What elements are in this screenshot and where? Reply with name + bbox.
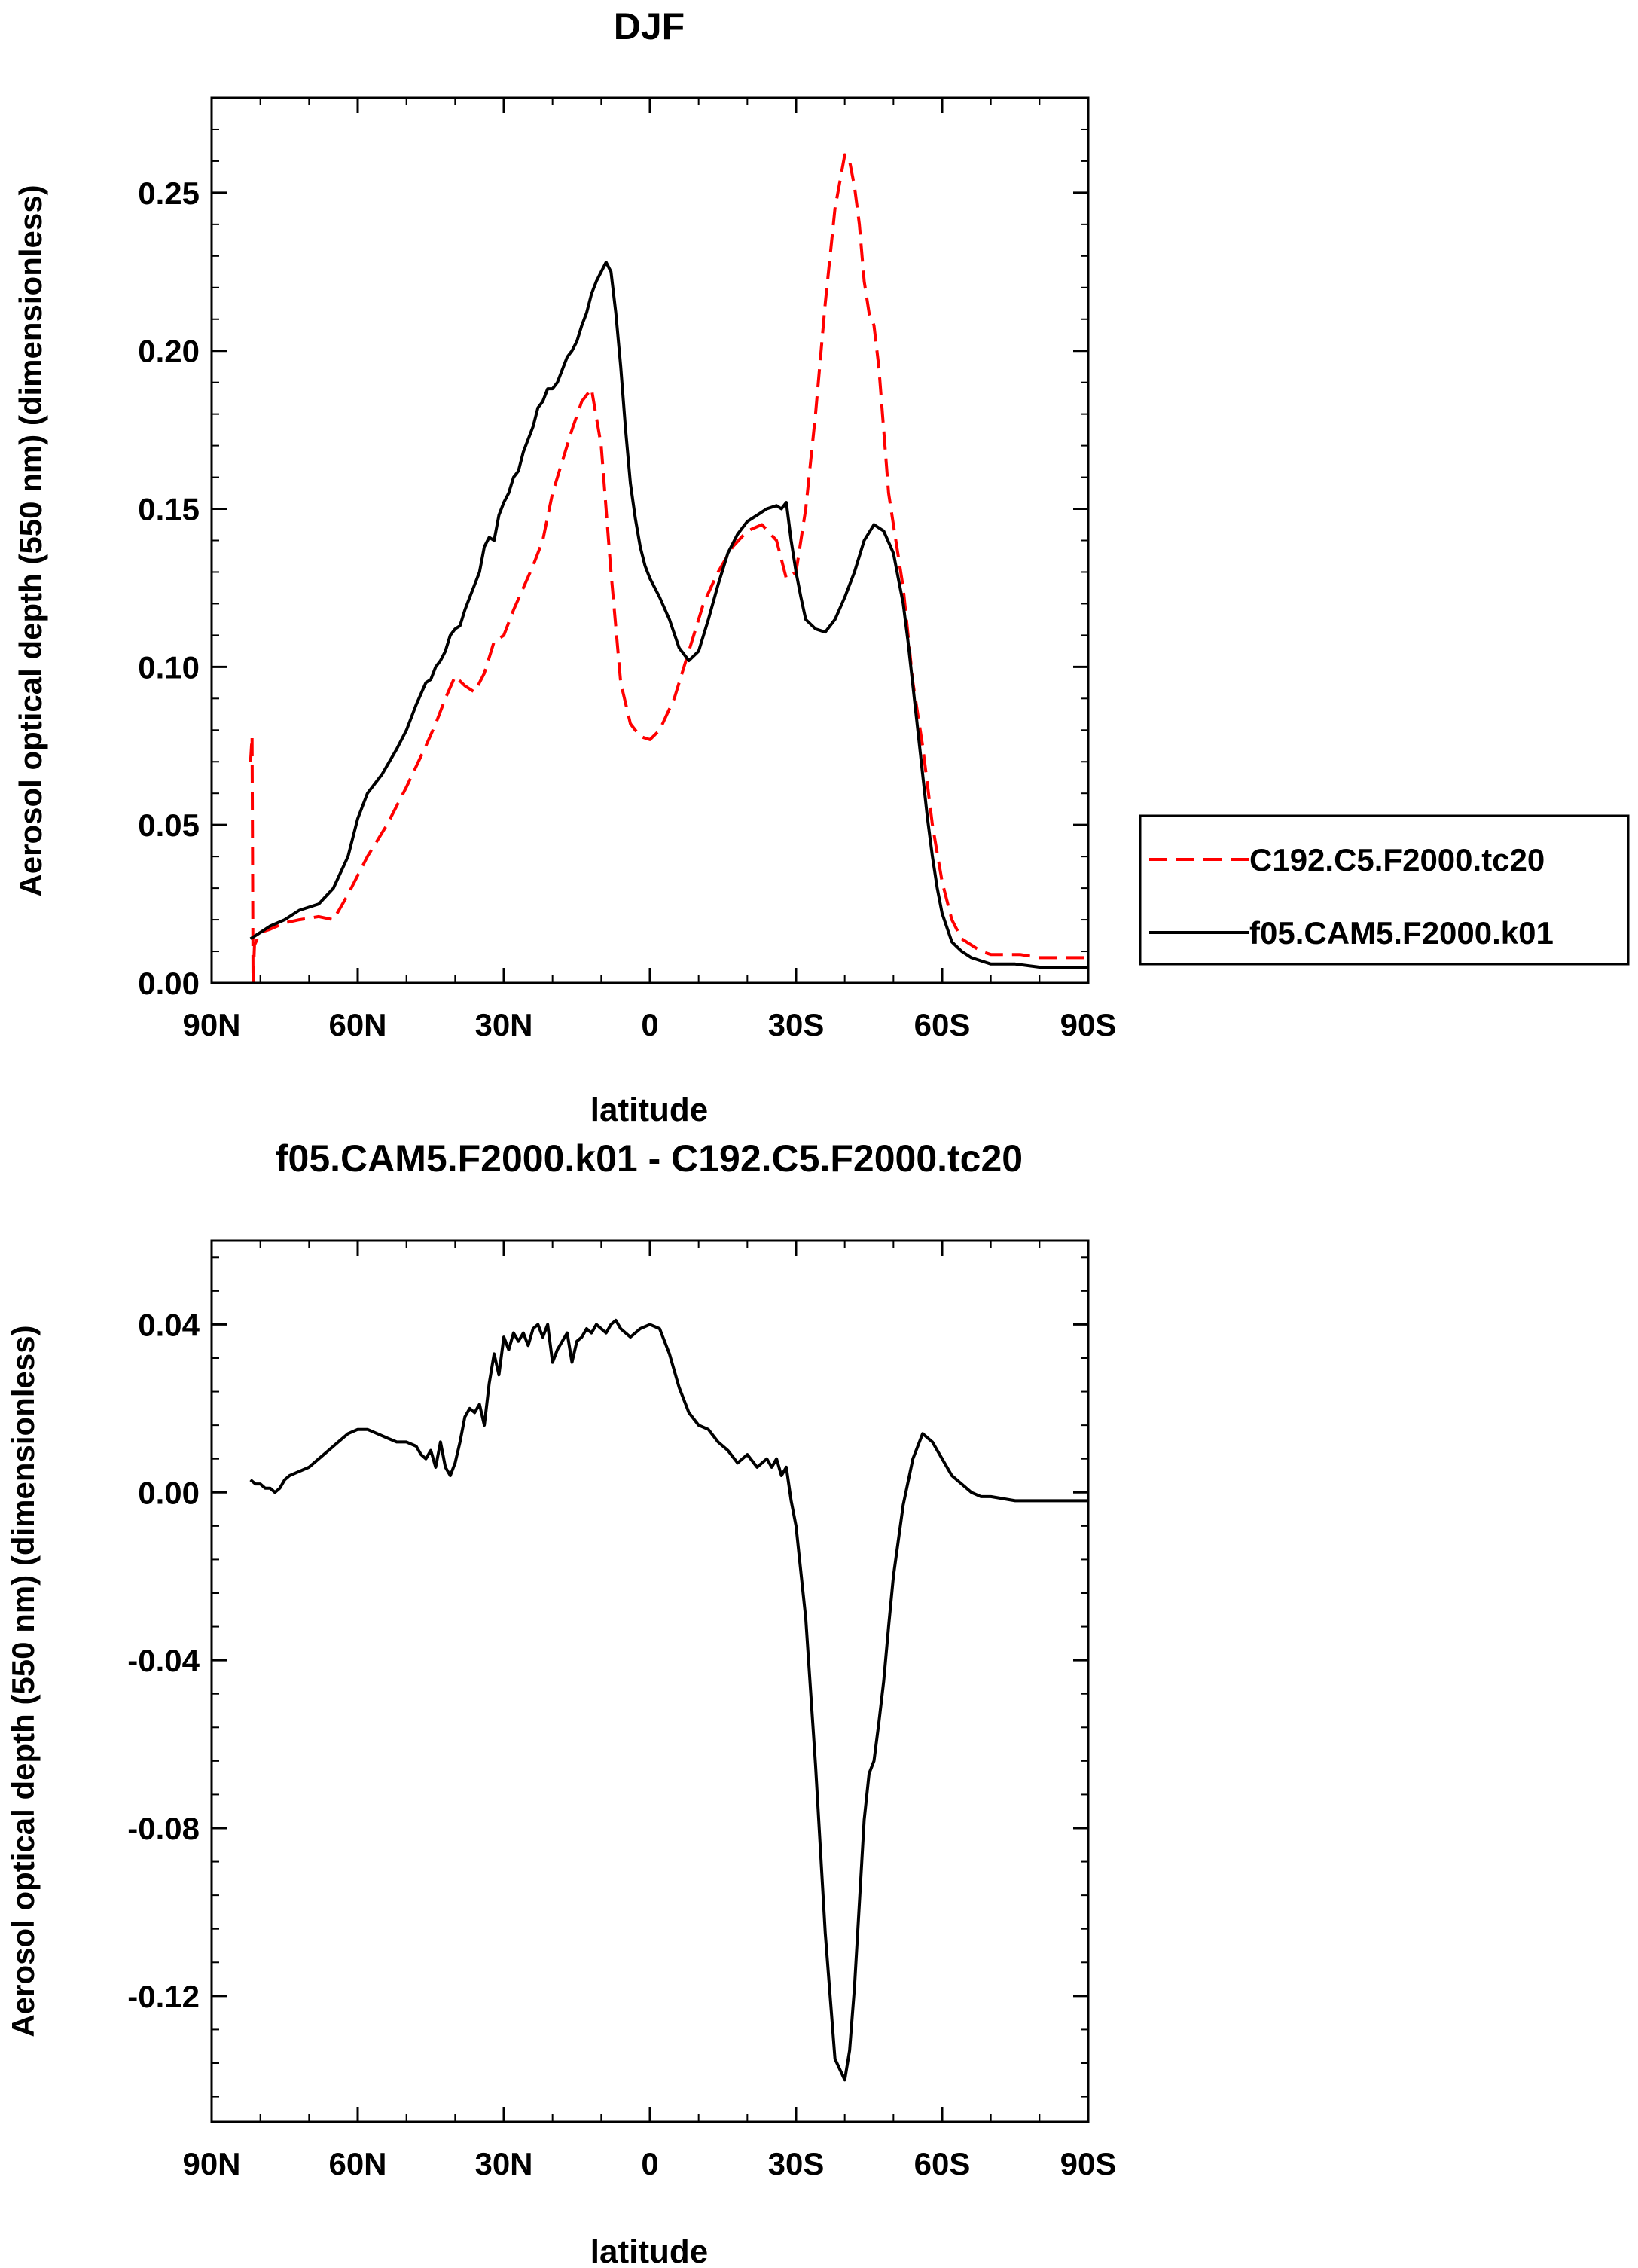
top-x-axis-label: latitude <box>590 1091 708 1128</box>
bottom-plot-frame <box>210 1239 1090 2123</box>
top-y-tick-label: 0.00 <box>138 966 200 1001</box>
top-y-tick-label: 0.15 <box>138 492 200 527</box>
legend-label-c192: C192.C5.F2000.tc20 <box>1249 842 1545 878</box>
bottom-y-tick-label: -0.04 <box>127 1643 200 1678</box>
top-x-tick-label: 0 <box>641 1007 658 1042</box>
top-x-tick-label: 30N <box>474 1007 532 1042</box>
top-y-tick-label: 0.20 <box>138 334 200 369</box>
bottom-y-tick-label: 0.04 <box>138 1307 200 1342</box>
bottom-y-tick-label: 0.00 <box>138 1475 200 1510</box>
top-chart-title: DJF <box>614 5 685 47</box>
bottom-y-axis-label: Aerosol optical depth (550 nm) (dimensio… <box>5 1325 41 2037</box>
top-series-line-1 <box>249 153 1088 983</box>
bottom-x-tick-label: 90S <box>1060 2146 1117 2181</box>
bottom-x-tick-label: 60S <box>914 2146 971 2181</box>
top-x-tick-label: 30S <box>768 1007 825 1042</box>
top-series-line-2 <box>249 261 1088 969</box>
legend-box <box>1139 814 1630 966</box>
panel-bottom: f05.CAM5.F2000.k01 - C192.C5.F2000.tc20 … <box>5 1137 1116 2268</box>
top-plot-frame <box>210 96 1090 984</box>
bottom-x-tick-label: 30N <box>474 2146 532 2181</box>
top-y-tick-label: 0.10 <box>138 649 200 685</box>
bottom-x-tick-label: 0 <box>641 2146 658 2181</box>
bottom-plot-area <box>210 1239 1090 2123</box>
bottom-x-tick-label: 30S <box>768 2146 825 2181</box>
bottom-series-group <box>249 1318 1088 2082</box>
top-x-tick-label: 60S <box>914 1007 971 1042</box>
top-series-group <box>249 153 1088 983</box>
bottom-x-axis-label: latitude <box>590 2233 708 2268</box>
top-legend: C192.C5.F2000.tc20 f05.CAM5.F2000.k01 <box>1139 814 1630 966</box>
bottom-x-tick-label: 90N <box>182 2146 240 2181</box>
top-x-tick-label: 60N <box>328 1007 386 1042</box>
top-plot-area <box>210 96 1090 984</box>
bottom-x-tick-label: 60N <box>328 2146 386 2181</box>
top-x-tick-label: 90N <box>182 1007 240 1042</box>
bottom-y-tick-label: -0.08 <box>127 1811 200 1846</box>
legend-label-f05: f05.CAM5.F2000.k01 <box>1249 915 1554 951</box>
bottom-chart-title: f05.CAM5.F2000.k01 - C192.C5.F2000.tc20 <box>276 1137 1023 1180</box>
top-x-tick-label: 90S <box>1060 1007 1117 1042</box>
bottom-axes-ticks: 90N 60N 30N 0 30S 60S 90S -0.12 -0.08 -0.04 0.00 0.… <box>127 1241 1116 2181</box>
top-y-axis-label: Aerosol optical depth (550 nm) (dimensio… <box>13 185 48 896</box>
bottom-y-tick-label: -0.12 <box>127 1979 200 2014</box>
bottom-series-line-1 <box>249 1318 1088 2082</box>
top-y-tick-label: 0.05 <box>138 807 200 843</box>
panel-top: DJF 90N 60N 30N 0 30S 60S 90S 0.00 0.05 0.10 0.15 0… <box>13 5 1630 1128</box>
top-y-tick-label: 0.25 <box>138 176 200 211</box>
top-axes-ticks: 90N 60N 30N 0 30S 60S 90S 0.00 0.05 0.10 0.15 0.20 0… <box>138 97 1117 1042</box>
